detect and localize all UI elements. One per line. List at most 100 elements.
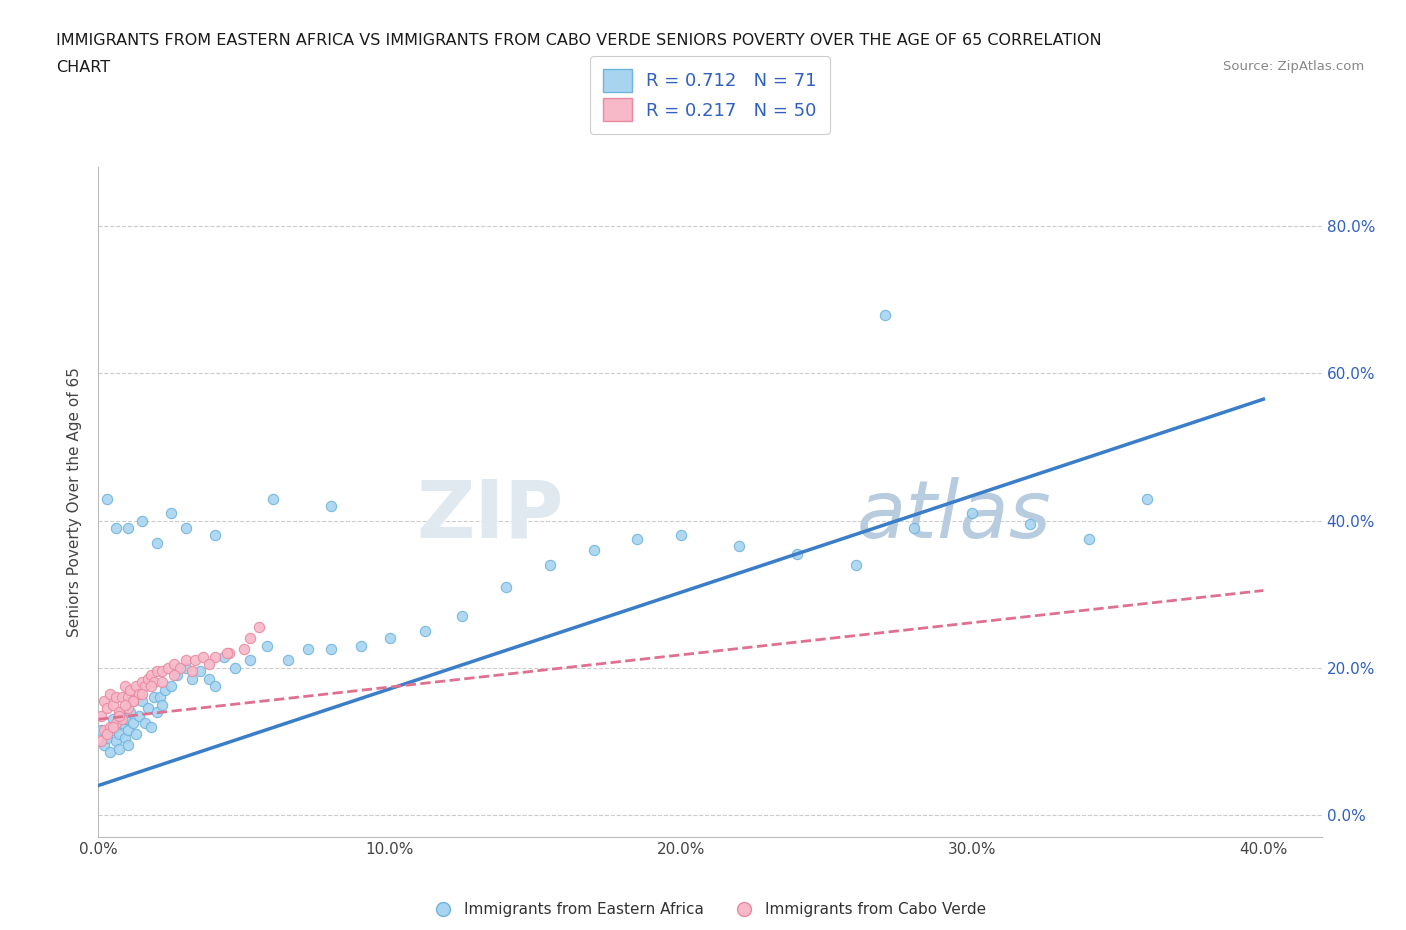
Point bbox=[160, 679, 183, 694]
Point bbox=[111, 704, 134, 719]
Point bbox=[117, 690, 139, 705]
Point bbox=[152, 698, 174, 712]
Point bbox=[198, 657, 221, 671]
Point bbox=[145, 704, 167, 719]
Text: atlas: atlas bbox=[856, 476, 1052, 554]
Point bbox=[131, 686, 153, 701]
Point bbox=[139, 679, 162, 694]
Point bbox=[120, 683, 142, 698]
Point bbox=[198, 671, 221, 686]
Point bbox=[139, 668, 162, 683]
Point bbox=[142, 675, 165, 690]
Point bbox=[134, 715, 156, 730]
Point bbox=[378, 631, 401, 645]
Point bbox=[786, 546, 808, 561]
Point bbox=[157, 660, 180, 675]
Point bbox=[108, 704, 131, 719]
Point bbox=[134, 679, 156, 694]
Point bbox=[256, 638, 278, 653]
Point bbox=[247, 620, 270, 635]
Point bbox=[297, 642, 319, 657]
Point bbox=[108, 741, 131, 756]
Point bbox=[104, 715, 127, 730]
Point bbox=[145, 536, 167, 551]
Point bbox=[136, 671, 159, 686]
Point bbox=[93, 694, 115, 709]
Point bbox=[538, 557, 561, 572]
Point bbox=[180, 664, 202, 679]
Point bbox=[160, 506, 183, 521]
Point bbox=[174, 653, 197, 668]
Point bbox=[277, 653, 299, 668]
Text: CHART: CHART bbox=[56, 60, 110, 75]
Point bbox=[98, 719, 121, 734]
Point bbox=[152, 664, 174, 679]
Point bbox=[215, 645, 238, 660]
Point bbox=[1019, 517, 1042, 532]
Point bbox=[90, 734, 112, 749]
Point bbox=[114, 730, 136, 745]
Point bbox=[104, 719, 127, 734]
Point bbox=[101, 698, 124, 712]
Point bbox=[122, 715, 145, 730]
Point bbox=[495, 579, 517, 594]
Point bbox=[101, 723, 124, 737]
Point bbox=[117, 723, 139, 737]
Point bbox=[122, 694, 145, 709]
Point bbox=[193, 649, 215, 664]
Point bbox=[1136, 491, 1159, 506]
Point bbox=[131, 513, 153, 528]
Point bbox=[131, 675, 153, 690]
Point bbox=[139, 719, 162, 734]
Point bbox=[93, 737, 115, 752]
Point bbox=[204, 679, 226, 694]
Point bbox=[626, 532, 648, 547]
Y-axis label: Seniors Poverty Over the Age of 65: Seniors Poverty Over the Age of 65 bbox=[67, 367, 83, 637]
Point bbox=[93, 723, 115, 737]
Point bbox=[669, 528, 692, 543]
Point bbox=[349, 638, 371, 653]
Point bbox=[117, 521, 139, 536]
Point bbox=[114, 698, 136, 712]
Point bbox=[128, 686, 150, 701]
Point bbox=[125, 726, 148, 741]
Point bbox=[98, 686, 121, 701]
Point bbox=[114, 679, 136, 694]
Point bbox=[218, 645, 240, 660]
Point bbox=[321, 498, 343, 513]
Point bbox=[98, 745, 121, 760]
Point bbox=[321, 642, 343, 657]
Point bbox=[188, 664, 212, 679]
Point bbox=[183, 653, 205, 668]
Point bbox=[125, 679, 148, 694]
Point bbox=[166, 668, 188, 683]
Point bbox=[262, 491, 284, 506]
Text: IMMIGRANTS FROM EASTERN AFRICA VS IMMIGRANTS FROM CABO VERDE SENIORS POVERTY OVE: IMMIGRANTS FROM EASTERN AFRICA VS IMMIGR… bbox=[56, 33, 1102, 47]
Point bbox=[114, 711, 136, 726]
Point bbox=[117, 701, 139, 716]
Point bbox=[128, 708, 150, 723]
Point bbox=[104, 521, 127, 536]
Legend: Immigrants from Eastern Africa, Immigrants from Cabo Verde: Immigrants from Eastern Africa, Immigran… bbox=[427, 896, 993, 923]
Point bbox=[155, 683, 177, 698]
Point bbox=[104, 734, 127, 749]
Point bbox=[101, 711, 124, 726]
Point bbox=[90, 723, 112, 737]
Point bbox=[180, 671, 202, 686]
Point bbox=[224, 660, 246, 675]
Point bbox=[728, 538, 751, 553]
Text: Source: ZipAtlas.com: Source: ZipAtlas.com bbox=[1223, 60, 1364, 73]
Point bbox=[104, 690, 127, 705]
Point bbox=[239, 631, 262, 645]
Point bbox=[96, 491, 118, 506]
Point bbox=[145, 664, 167, 679]
Point bbox=[163, 668, 186, 683]
Point bbox=[101, 719, 124, 734]
Point bbox=[111, 711, 134, 726]
Point bbox=[108, 726, 131, 741]
Point bbox=[96, 730, 118, 745]
Point bbox=[233, 642, 256, 657]
Point bbox=[845, 557, 868, 572]
Point bbox=[1077, 532, 1099, 547]
Point bbox=[117, 737, 139, 752]
